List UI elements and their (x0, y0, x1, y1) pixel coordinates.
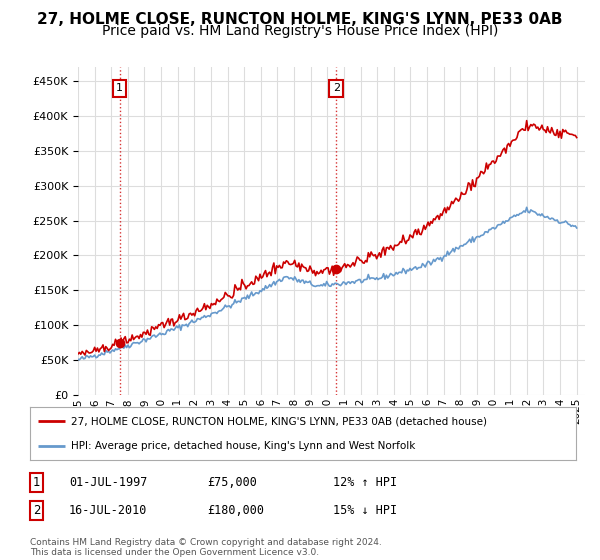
Text: 1: 1 (33, 476, 41, 489)
Text: 12% ↑ HPI: 12% ↑ HPI (333, 476, 397, 489)
Text: 01-JUL-1997: 01-JUL-1997 (69, 476, 148, 489)
Text: Price paid vs. HM Land Registry's House Price Index (HPI): Price paid vs. HM Land Registry's House … (102, 24, 498, 38)
Text: £75,000: £75,000 (207, 476, 257, 489)
Text: Contains HM Land Registry data © Crown copyright and database right 2024.
This d: Contains HM Land Registry data © Crown c… (30, 538, 382, 557)
Text: 16-JUL-2010: 16-JUL-2010 (69, 504, 148, 517)
Text: £180,000: £180,000 (207, 504, 264, 517)
Text: 1: 1 (116, 83, 123, 94)
Text: 15% ↓ HPI: 15% ↓ HPI (333, 504, 397, 517)
Text: 2: 2 (33, 504, 41, 517)
Text: HPI: Average price, detached house, King's Lynn and West Norfolk: HPI: Average price, detached house, King… (71, 441, 415, 451)
Text: 27, HOLME CLOSE, RUNCTON HOLME, KING'S LYNN, PE33 0AB (detached house): 27, HOLME CLOSE, RUNCTON HOLME, KING'S L… (71, 417, 487, 427)
Text: 27, HOLME CLOSE, RUNCTON HOLME, KING'S LYNN, PE33 0AB: 27, HOLME CLOSE, RUNCTON HOLME, KING'S L… (37, 12, 563, 27)
Text: 2: 2 (333, 83, 340, 94)
